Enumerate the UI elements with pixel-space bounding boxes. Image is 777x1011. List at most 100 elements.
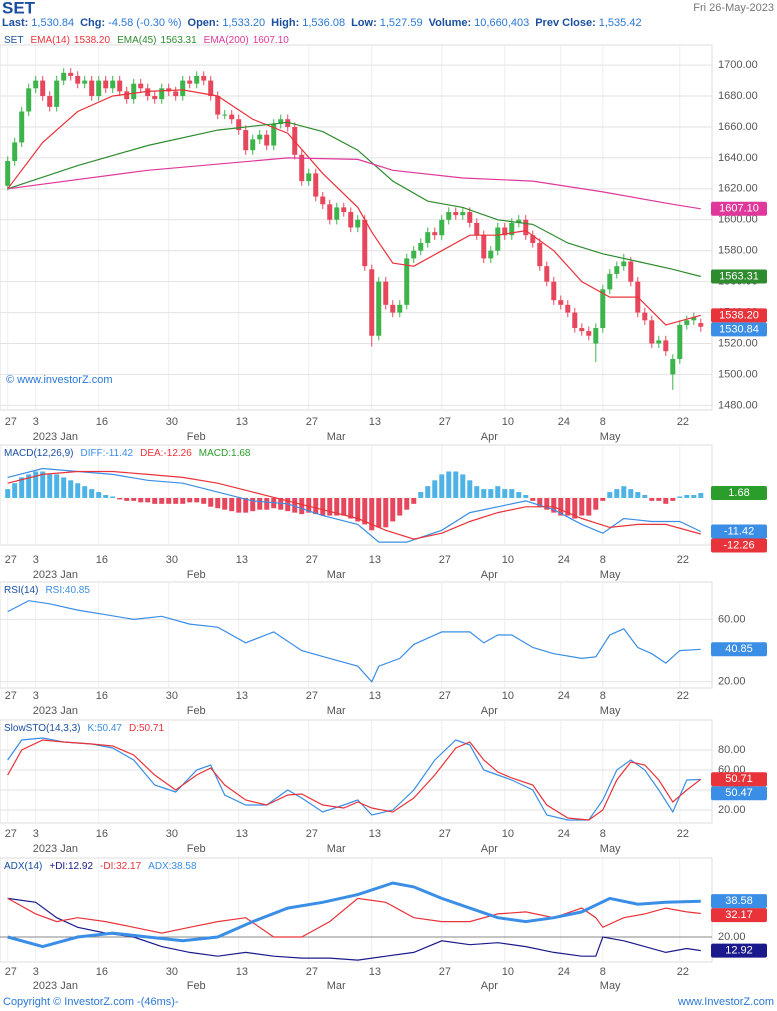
candle-body xyxy=(481,235,487,259)
macd-bar xyxy=(677,496,683,498)
candle-body xyxy=(404,258,410,305)
x-tick-label: 22 xyxy=(677,554,689,566)
candle-body xyxy=(208,80,214,97)
y-tick-label: 1500.00 xyxy=(718,368,758,380)
x-tick-label: 27 xyxy=(5,554,17,566)
x-tick-label: 3 xyxy=(33,828,39,840)
candle-body xyxy=(33,80,39,89)
legend: MACD(12,26,9) DIFF:-11.42 DEA:-12.26 MACD:1… xyxy=(4,448,251,459)
macd-bar xyxy=(26,474,32,498)
macd-bar xyxy=(257,497,263,510)
macd-bar xyxy=(208,497,214,507)
month-label: 2023 Jan xyxy=(33,980,78,992)
x-tick-label: 16 xyxy=(96,554,108,566)
month-label: Feb xyxy=(187,705,206,717)
candle-body xyxy=(656,340,662,344)
candle-body xyxy=(173,91,179,97)
value-box-label: 32.17 xyxy=(725,909,753,921)
candle-body xyxy=(348,212,354,228)
macd-bar xyxy=(110,496,116,498)
candle-body xyxy=(5,160,11,186)
value-box xyxy=(711,943,767,958)
x-tick-label: 24 xyxy=(558,554,570,566)
x-tick-label: 8 xyxy=(600,966,606,978)
x-tick-label: 30 xyxy=(166,554,178,566)
macd-bar xyxy=(593,497,599,510)
x-tick-label: 8 xyxy=(600,416,606,428)
x-tick-label: 3 xyxy=(33,416,39,428)
macd-bar xyxy=(19,477,25,498)
macd-bar xyxy=(187,497,193,503)
legend-value: 1607.10 xyxy=(253,35,290,46)
candle-body xyxy=(432,232,438,236)
x-tick-label: 27 xyxy=(306,416,318,428)
x-tick-label: 30 xyxy=(166,690,178,702)
candle-body xyxy=(271,123,277,146)
macd-bar xyxy=(306,497,312,513)
series-line xyxy=(7,600,701,683)
candle-body xyxy=(222,114,228,116)
x-tick-label: 27 xyxy=(439,416,451,428)
candle-body xyxy=(607,273,613,290)
candle-body xyxy=(509,222,515,236)
candle-body xyxy=(516,219,522,223)
value-box xyxy=(711,201,767,216)
macd-bar xyxy=(621,486,627,498)
macd-bar xyxy=(341,497,347,516)
candle-body xyxy=(61,72,67,81)
macd-bar xyxy=(628,489,634,498)
x-tick-label: 3 xyxy=(33,966,39,978)
value-box-label: 50.47 xyxy=(725,787,753,799)
macd-bar xyxy=(425,486,431,498)
candle-body xyxy=(439,219,445,236)
candle-body xyxy=(593,328,599,344)
macd-bar xyxy=(586,497,592,516)
candle-body xyxy=(299,154,305,182)
macd-bar xyxy=(446,471,452,498)
month-label: Apr xyxy=(481,705,498,717)
series-line xyxy=(7,157,701,210)
candle-body xyxy=(446,212,452,220)
series-line xyxy=(7,89,701,326)
series-line xyxy=(7,897,701,938)
x-tick-label: 27 xyxy=(306,966,318,978)
y-tick-label: 1660.00 xyxy=(718,121,758,133)
candle-body xyxy=(558,300,564,305)
candle-body xyxy=(215,96,221,115)
indicator-name: MACD(12,26,9) xyxy=(4,448,73,459)
legend-value: 1.68 xyxy=(231,448,251,459)
candle-body xyxy=(537,242,543,267)
month-label: Feb xyxy=(187,980,206,992)
macd-bar xyxy=(320,497,326,516)
candle-body xyxy=(418,242,424,251)
watermark: © www.investorZ.com xyxy=(6,374,113,386)
macd-bar xyxy=(488,489,494,498)
macd-bar xyxy=(103,495,109,498)
candle-body xyxy=(159,88,165,100)
y-tick-label: 1520.00 xyxy=(718,337,758,349)
candle-body xyxy=(82,80,88,84)
candle-body xyxy=(502,227,508,236)
candle-body xyxy=(250,139,256,151)
candle-body xyxy=(565,304,571,313)
macd-bar xyxy=(61,477,67,498)
candle-body xyxy=(691,317,697,321)
site: www.InvestorZ.com xyxy=(677,996,774,1008)
macd-bar xyxy=(292,497,298,513)
legend-value: 38.58 xyxy=(172,861,197,872)
series-line xyxy=(7,470,701,540)
value-box-label: 12.92 xyxy=(725,945,753,957)
quote-value: 10,660,403 xyxy=(474,17,529,29)
candle-body xyxy=(369,269,375,336)
macd-bar xyxy=(656,497,662,501)
panel xyxy=(0,581,713,689)
value-box-label: -12.26 xyxy=(723,539,754,551)
macd-bar xyxy=(684,495,690,498)
macd-bar xyxy=(96,492,102,498)
candle-body xyxy=(138,83,144,89)
quote-value: 1,536.08 xyxy=(302,17,345,29)
value-box xyxy=(711,894,767,909)
candle-body xyxy=(411,250,417,259)
value-box xyxy=(711,786,767,801)
